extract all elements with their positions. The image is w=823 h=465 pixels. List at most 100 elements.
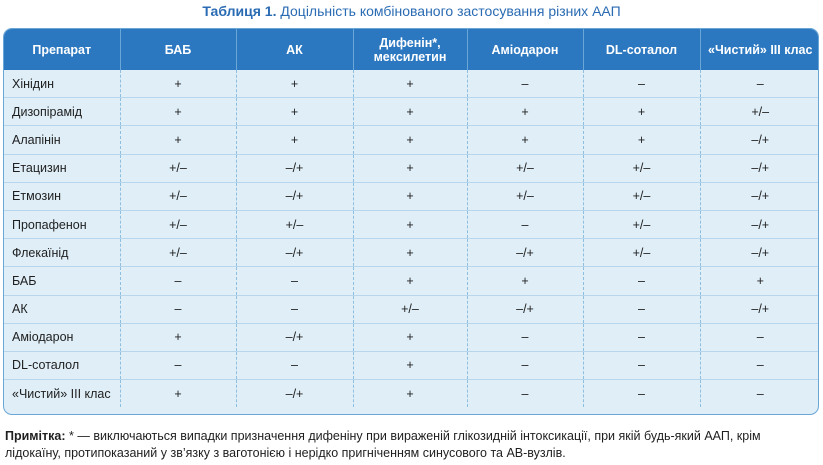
row-drug-name: «Чистий» III клас [4, 379, 121, 408]
table-cell: + [120, 97, 237, 127]
table-cell: – [583, 351, 701, 381]
table-cell: + [353, 266, 468, 296]
table-cell: + [353, 351, 468, 381]
table-row: БАБ – – + + – + [4, 266, 818, 296]
column-header-text: Препарат [32, 42, 92, 57]
column-header-text: Аміодарон [491, 42, 559, 57]
table-row: Аміодарон + –/+ + – – – [4, 323, 818, 352]
column-header-text: мексилетин [373, 49, 447, 64]
row-drug-name: Пропафенон [4, 210, 121, 240]
table-cell: – [583, 295, 701, 324]
table-row: DL-соталол – – + – – – [4, 351, 818, 381]
row-drug-name: DL-соталол [4, 351, 121, 381]
table-cell: –/+ [236, 379, 354, 408]
column-header: БАБ [120, 29, 237, 70]
table-cell: – [700, 323, 818, 352]
table-cell: + [353, 379, 468, 408]
row-drug-name: Аміодарон [4, 323, 121, 352]
table-cell: – [120, 295, 237, 324]
column-header-text: АК [286, 42, 303, 57]
table-row: Флекаїнід +/– –/+ + –/+ +/– –/+ [4, 238, 818, 268]
table-cell: +/– [120, 210, 237, 240]
column-header-text: «Чистий» III клас [708, 42, 813, 57]
table-cell: + [353, 125, 468, 155]
table-cell: + [583, 97, 701, 127]
row-drug-name: Алапінін [4, 125, 121, 155]
table-row: Етмозин +/– –/+ + +/– +/– –/+ [4, 182, 818, 211]
footnote-text: * — виключаються випадки призначення диф… [5, 429, 761, 460]
table-cell: – [700, 70, 818, 99]
row-drug-name: Етмозин [4, 182, 121, 211]
table-cell: +/– [583, 210, 701, 240]
column-header: DL-соталол [583, 29, 701, 70]
row-drug-name: Флекаїнід [4, 238, 121, 268]
table-cell: –/+ [236, 182, 354, 211]
table-cell: +/– [353, 295, 468, 324]
table-cell: – [120, 351, 237, 381]
table-cell: + [236, 125, 354, 155]
table-cell: –/+ [700, 182, 818, 211]
row-drug-name: Дизопірамід [4, 97, 121, 127]
table-row: Хінідин + + + – – – [4, 70, 818, 99]
table-cell: – [467, 323, 584, 352]
table-cell: – [756, 386, 764, 401]
table-cell: + [583, 125, 701, 155]
table-cell: +/– [236, 210, 354, 240]
table-row: Етацизин +/– –/+ + +/– +/– –/+ [4, 154, 818, 183]
column-header: Дифенін*, мексилетин [353, 29, 468, 70]
table-cell: +/– [583, 154, 701, 183]
table-cell: + [120, 323, 237, 352]
row-drug-name: БАБ [4, 266, 121, 296]
table-title-text: Доцільність комбінованого застосування р… [280, 3, 621, 19]
table-cell: –/+ [467, 295, 584, 324]
table-cell: – [467, 210, 584, 240]
table-cell: –/+ [700, 295, 818, 324]
table-cell: +/– [467, 182, 584, 211]
row-drug-name: АК [4, 295, 121, 324]
column-header-text: DL-соталол [605, 42, 678, 57]
table-cell: – [467, 70, 584, 99]
table-cell: + [353, 323, 468, 352]
footnote-label: Примітка: [5, 429, 66, 443]
column-header-text: Дифенін*, [379, 35, 441, 50]
table-cell: + [353, 210, 468, 240]
table-cell: –/+ [467, 238, 584, 268]
table-cell: + [353, 97, 468, 127]
row-drug-name: Етацизин [4, 154, 121, 183]
table-cell: – [700, 351, 818, 381]
table-cell: + [353, 182, 468, 211]
table-cell: – [583, 323, 701, 352]
table-cell: + [353, 238, 468, 268]
table-cell: –/+ [700, 125, 818, 155]
table-body: Хінідин + + + – – – Дизопірамід + + + + + +/– Алапінін… [4, 70, 818, 408]
table-cell: – [583, 379, 701, 408]
table-cell: + [120, 379, 237, 408]
table-cell: + [700, 266, 818, 296]
table-cell: –/+ [236, 323, 354, 352]
table-cell: + [467, 266, 584, 296]
table-row: АК – – +/– –/+ – –/+ [4, 295, 818, 324]
compatibility-table-container: Препарат БАБ АК Дифенін*, мексилетин Аміодаро… [3, 28, 819, 415]
table-cell: – [236, 266, 354, 296]
table-cell: – [236, 295, 354, 324]
table-row: Пропафенон +/– +/– + – +/– –/+ [4, 210, 818, 240]
table-cell: +/– [120, 154, 237, 183]
row-drug-name: Хінідин [4, 70, 121, 99]
column-header: Препарат [4, 29, 121, 70]
table-cell: + [353, 70, 468, 99]
table-cell: +/– [120, 238, 237, 268]
table-cell: – [120, 266, 237, 296]
table-cell: +/– [700, 97, 818, 127]
table-header-row: Препарат БАБ АК Дифенін*, мексилетин Аміодаро… [4, 29, 818, 70]
table-cell: + [236, 97, 354, 127]
table-cell: –/+ [700, 154, 818, 183]
table-cell: + [120, 70, 237, 99]
table-row: Алапінін + + + + + –/+ [4, 125, 818, 155]
table-cell: –/+ [700, 210, 818, 240]
table-cell: + [353, 154, 468, 183]
column-header-text: БАБ [164, 42, 192, 57]
table-footnote: Примітка: * — виключаються випадки призн… [5, 428, 817, 462]
table-cell: + [236, 70, 354, 99]
table-cell: – [583, 266, 701, 296]
table-cell: + [467, 97, 584, 127]
